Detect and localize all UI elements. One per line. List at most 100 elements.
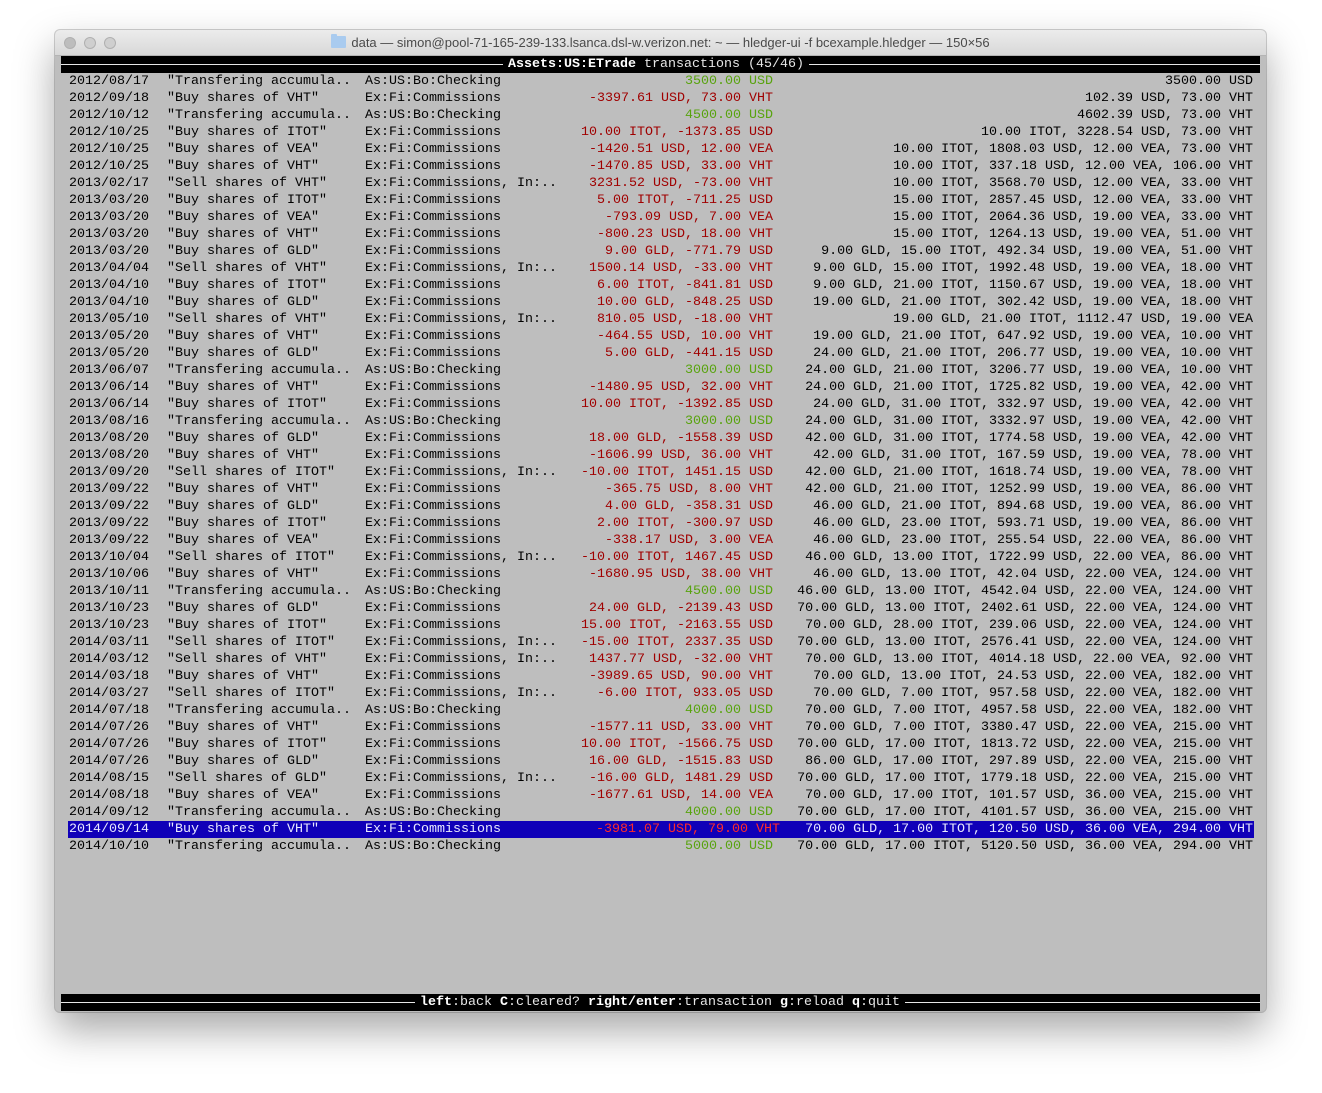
- help-action: back: [460, 995, 492, 1010]
- transaction-row[interactable]: 2012/10/25 "Buy shares of VHT" Ex:Fi:Commi…: [61, 158, 1260, 175]
- transaction-date: 2012/10/12: [69, 108, 149, 123]
- transaction-row[interactable]: 2013/04/10 "Buy shares of GLD" Ex:Fi:Commi…: [61, 294, 1260, 311]
- transaction-description: "Transfering accumula..: [167, 414, 351, 429]
- transaction-description: "Buy shares of VHT": [167, 482, 319, 497]
- transaction-row[interactable]: 2014/07/26 "Buy shares of VHT" Ex:Fi:Commi…: [61, 719, 1260, 736]
- help-separator: :: [675, 995, 684, 1010]
- running-balance: 86.00 GLD, 17.00 ITOT, 297.89 USD, 22.00…: [805, 754, 1253, 769]
- transaction-other-accounts: As:US:Bo:Checking: [365, 363, 501, 378]
- transaction-row[interactable]: 2013/09/22 "Buy shares of GLD" Ex:Fi:Commi…: [61, 498, 1260, 515]
- transaction-description: "Transfering accumula..: [167, 584, 351, 599]
- transaction-row[interactable]: 2013/08/16 "Transfering accumula.. As:US:B…: [61, 413, 1260, 430]
- transaction-row[interactable]: 2013/09/22 "Buy shares of VEA" Ex:Fi:Commi…: [61, 532, 1260, 549]
- close-button[interactable]: [64, 37, 76, 49]
- transaction-row-selected[interactable]: 2014/09/14 "Buy shares of VHT" Ex:Fi:Commi…: [68, 821, 1254, 838]
- transaction-row[interactable]: 2013/10/04 "Sell shares of ITOT" Ex:Fi:Com…: [61, 549, 1260, 566]
- transaction-row[interactable]: 2013/04/04 "Sell shares of VHT" Ex:Fi:Comm…: [61, 260, 1260, 277]
- transaction-row[interactable]: 2014/07/26 "Buy shares of GLD" Ex:Fi:Commi…: [61, 753, 1260, 770]
- running-balance: 24.00 GLD, 31.00 ITOT, 332.97 USD, 19.00…: [813, 397, 1253, 412]
- transaction-row[interactable]: 2014/08/15 "Sell shares of GLD" Ex:Fi:Comm…: [61, 770, 1260, 787]
- transaction-row[interactable]: 2014/03/11 "Sell shares of ITOT" Ex:Fi:Com…: [61, 634, 1260, 651]
- transaction-description: "Sell shares of ITOT": [167, 465, 335, 480]
- transaction-amount: -10.00 ITOT, 1451.15 USD: [581, 465, 773, 480]
- transaction-other-accounts: Ex:Fi:Commissions: [365, 533, 501, 548]
- transaction-row[interactable]: 2013/05/20 "Buy shares of GLD" Ex:Fi:Commi…: [61, 345, 1260, 362]
- transaction-row[interactable]: 2012/10/25 "Buy shares of ITOT" Ex:Fi:Comm…: [61, 124, 1260, 141]
- transaction-row[interactable]: 2013/06/14 "Buy shares of VHT" Ex:Fi:Commi…: [61, 379, 1260, 396]
- transaction-row[interactable]: 2013/06/07 "Transfering accumula.. As:US:B…: [61, 362, 1260, 379]
- transaction-description: "Buy shares of GLD": [167, 295, 319, 310]
- terminal-screen[interactable]: Assets:US:ETrade transactions (45/46) 20…: [61, 56, 1260, 1012]
- transaction-row[interactable]: 2013/08/20 "Buy shares of GLD" Ex:Fi:Commi…: [61, 430, 1260, 447]
- transaction-row[interactable]: 2013/03/20 "Buy shares of VHT" Ex:Fi:Commi…: [61, 226, 1260, 243]
- help-key: q: [851, 995, 860, 1010]
- running-balance: 15.00 ITOT, 1264.13 USD, 19.00 VEA, 51.0…: [893, 227, 1253, 242]
- transaction-description: "Buy shares of ITOT": [167, 618, 327, 633]
- transaction-description: "Sell shares of VHT": [167, 176, 327, 191]
- transaction-other-accounts: As:US:Bo:Checking: [365, 839, 501, 854]
- transaction-row[interactable]: 2014/03/27 "Sell shares of ITOT" Ex:Fi:Com…: [61, 685, 1260, 702]
- transaction-description: "Buy shares of VEA": [167, 210, 319, 225]
- help-key: g: [779, 995, 788, 1010]
- transaction-description: "Buy shares of GLD": [167, 601, 319, 616]
- transaction-row[interactable]: 2013/09/20 "Sell shares of ITOT" Ex:Fi:Com…: [61, 464, 1260, 481]
- transaction-row[interactable]: 2013/09/22 "Buy shares of ITOT" Ex:Fi:Comm…: [61, 515, 1260, 532]
- transaction-row[interactable]: 2013/10/23 "Buy shares of ITOT" Ex:Fi:Comm…: [61, 617, 1260, 634]
- transaction-row[interactable]: 2013/06/14 "Buy shares of ITOT" Ex:Fi:Comm…: [61, 396, 1260, 413]
- help-separator: :: [787, 995, 796, 1010]
- transaction-row[interactable]: 2012/10/25 "Buy shares of VEA" Ex:Fi:Commi…: [61, 141, 1260, 158]
- transaction-row[interactable]: 2014/07/26 "Buy shares of ITOT" Ex:Fi:Comm…: [61, 736, 1260, 753]
- title-bar[interactable]: data — simon@pool-71-165-239-133.lsanca.…: [55, 30, 1266, 56]
- transaction-row[interactable]: 2012/10/12 "Transfering accumula.. As:US:B…: [61, 107, 1260, 124]
- transaction-row[interactable]: 2014/03/18 "Buy shares of VHT" Ex:Fi:Commi…: [61, 668, 1260, 685]
- transaction-description: "Transfering accumula..: [167, 363, 351, 378]
- transaction-description: "Buy shares of VEA": [167, 788, 319, 803]
- transaction-date: 2012/10/25: [69, 142, 149, 157]
- transaction-row[interactable]: 2012/08/17 "Transfering accumula.. As:US:B…: [61, 73, 1260, 90]
- transaction-row[interactable]: 2014/08/18 "Buy shares of VEA" Ex:Fi:Commi…: [61, 787, 1260, 804]
- transaction-row[interactable]: 2013/03/20 "Buy shares of ITOT" Ex:Fi:Comm…: [61, 192, 1260, 209]
- transaction-amount: 4000.00 USD: [685, 805, 773, 820]
- transaction-other-accounts: Ex:Fi:Commissions: [365, 346, 501, 361]
- transaction-row[interactable]: 2014/03/12 "Sell shares of VHT" Ex:Fi:Comm…: [61, 651, 1260, 668]
- transaction-description: "Buy shares of GLD": [167, 431, 319, 446]
- transaction-row[interactable]: 2013/05/20 "Buy shares of VHT" Ex:Fi:Commi…: [61, 328, 1260, 345]
- register-header: Assets:US:ETrade transactions (45/46): [61, 56, 1260, 73]
- transaction-date: 2014/07/26: [69, 754, 149, 769]
- minimize-button[interactable]: [84, 37, 96, 49]
- transaction-row[interactable]: 2013/09/22 "Buy shares of VHT" Ex:Fi:Commi…: [61, 481, 1260, 498]
- transaction-list[interactable]: 2012/08/17 "Transfering accumula.. As:US:B…: [61, 73, 1260, 855]
- transaction-date: 2014/03/27: [69, 686, 149, 701]
- help-item: left:back: [420, 995, 492, 1010]
- running-balance: 70.00 GLD, 7.00 ITOT, 3380.47 USD, 22.00…: [805, 720, 1253, 735]
- transaction-row[interactable]: 2013/02/17 "Sell shares of VHT" Ex:Fi:Comm…: [61, 175, 1260, 192]
- transaction-amount: -1680.95 USD, 38.00 VHT: [589, 567, 773, 582]
- transaction-row[interactable]: 2014/09/12 "Transfering accumula.. As:US:B…: [61, 804, 1260, 821]
- transaction-row[interactable]: 2013/10/23 "Buy shares of GLD" Ex:Fi:Commi…: [61, 600, 1260, 617]
- header-suffix: transactions (45/46): [635, 57, 804, 72]
- transaction-row[interactable]: 2013/08/20 "Buy shares of VHT" Ex:Fi:Commi…: [61, 447, 1260, 464]
- transaction-row[interactable]: 2014/07/18 "Transfering accumula.. As:US:B…: [61, 702, 1260, 719]
- zoom-button[interactable]: [104, 37, 116, 49]
- transaction-row[interactable]: 2013/10/11 "Transfering accumula.. As:US:B…: [61, 583, 1260, 600]
- transaction-date: 2013/10/06: [69, 567, 149, 582]
- transaction-amount: -464.55 USD, 10.00 VHT: [597, 329, 773, 344]
- transaction-row[interactable]: 2012/09/18 "Buy shares of VHT" Ex:Fi:Commi…: [61, 90, 1260, 107]
- transaction-amount: -338.17 USD, 3.00 VEA: [605, 533, 773, 548]
- transaction-description: "Buy shares of ITOT": [167, 737, 327, 752]
- transaction-other-accounts: Ex:Fi:Commissions: [365, 737, 501, 752]
- transaction-amount: 4500.00 USD: [685, 108, 773, 123]
- window-title-text: data — simon@pool-71-165-239-133.lsanca.…: [351, 35, 990, 50]
- transaction-row[interactable]: 2014/10/10 "Transfering accumula.. As:US:B…: [61, 838, 1260, 855]
- running-balance: 10.00 ITOT, 1808.03 USD, 12.00 VEA, 73.0…: [893, 142, 1253, 157]
- transaction-date: 2012/10/25: [69, 125, 149, 140]
- transaction-row[interactable]: 2013/03/20 "Buy shares of GLD" Ex:Fi:Commi…: [61, 243, 1260, 260]
- transaction-other-accounts: Ex:Fi:Commissions, In:..: [365, 652, 557, 667]
- transaction-row[interactable]: 2013/10/06 "Buy shares of VHT" Ex:Fi:Commi…: [61, 566, 1260, 583]
- transaction-row[interactable]: 2013/03/20 "Buy shares of VEA" Ex:Fi:Commi…: [61, 209, 1260, 226]
- transaction-description: "Buy shares of GLD": [167, 754, 319, 769]
- transaction-row[interactable]: 2013/04/10 "Buy shares of ITOT" Ex:Fi:Comm…: [61, 277, 1260, 294]
- transaction-date: 2013/10/23: [69, 618, 149, 633]
- transaction-row[interactable]: 2013/05/10 "Sell shares of VHT" Ex:Fi:Comm…: [61, 311, 1260, 328]
- transaction-description: "Sell shares of ITOT": [167, 686, 335, 701]
